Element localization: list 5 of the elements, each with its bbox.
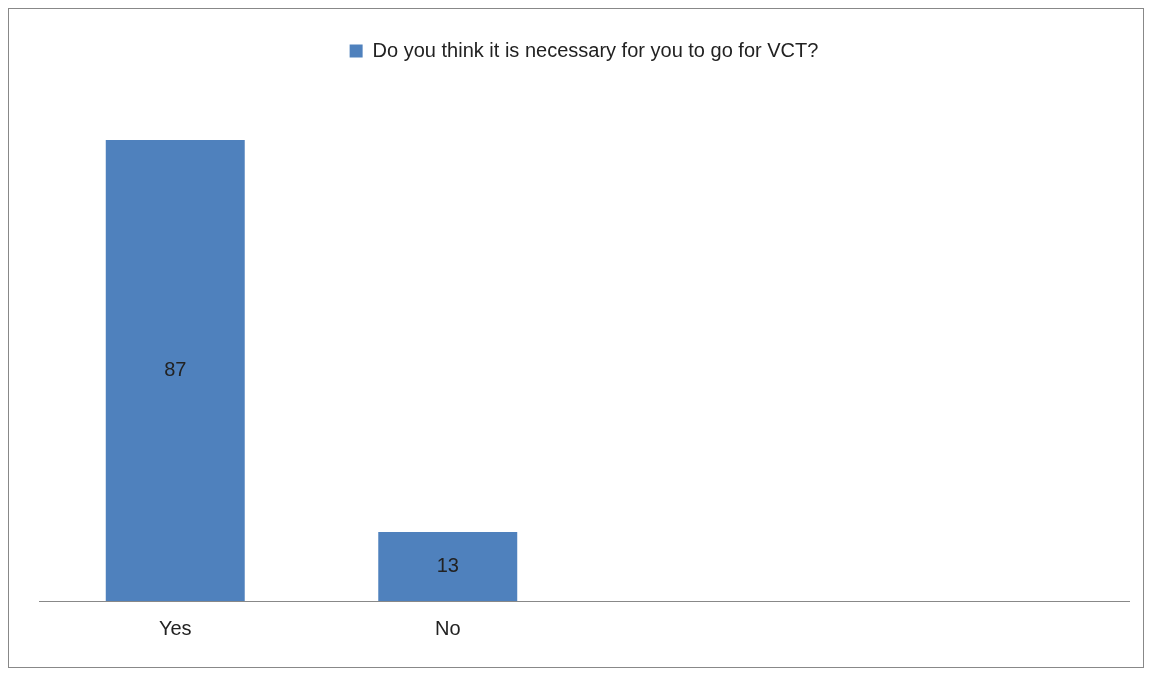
data-label: 87 (164, 357, 187, 380)
legend-label: Do you think it is necessary for you to go for VCT? (372, 38, 819, 61)
x-tick-label: Yes (158, 616, 192, 639)
data-label: 13 (436, 554, 459, 577)
x-tick-label: No (434, 616, 461, 639)
